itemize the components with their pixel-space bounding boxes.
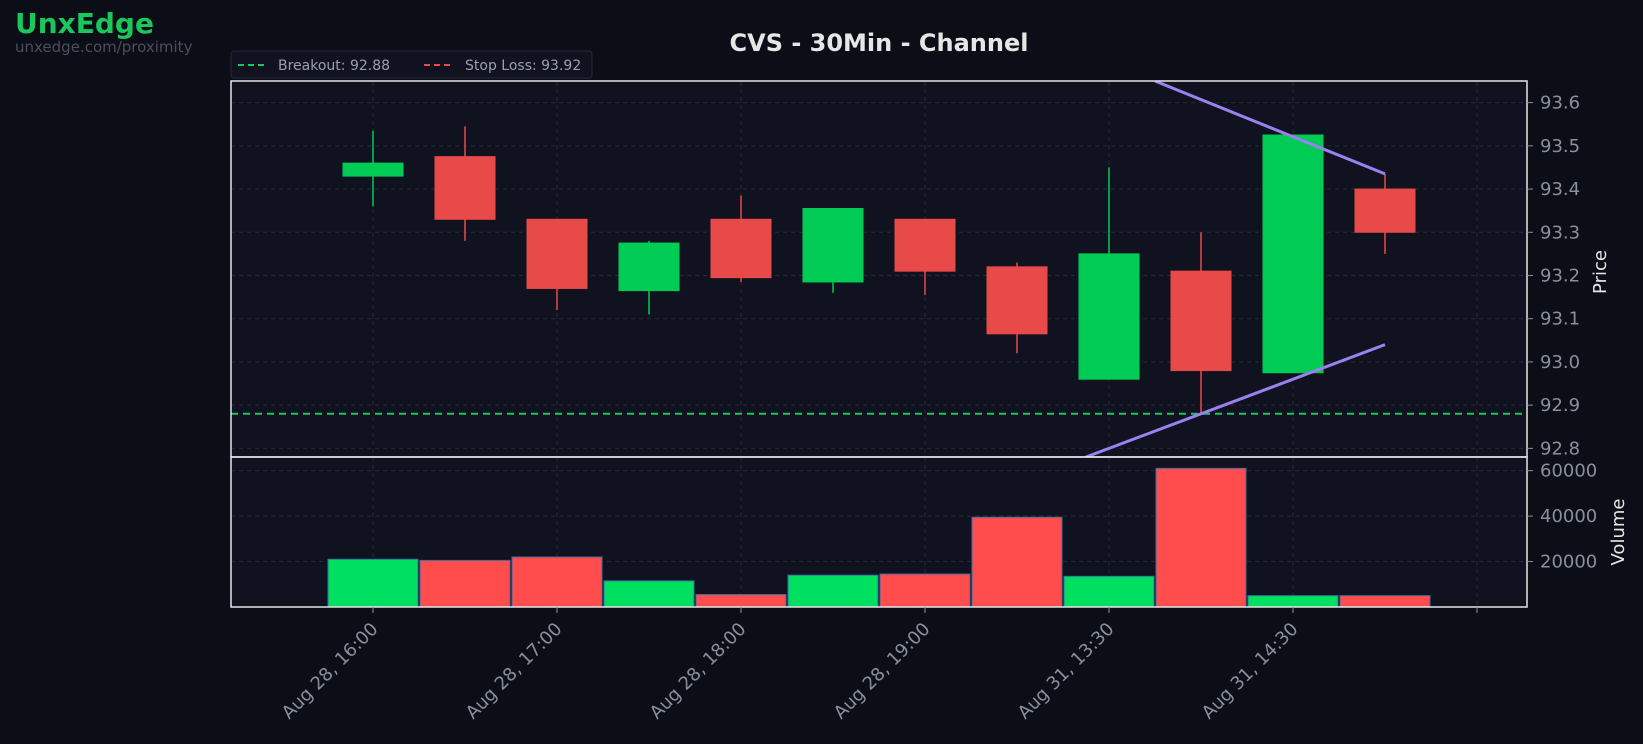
candles [342, 126, 1416, 414]
price-tick-label: 92.9 [1540, 395, 1580, 416]
candle-body [986, 266, 1048, 335]
legend-box [230, 50, 593, 79]
candle-body [802, 207, 864, 283]
price-tick-label: 93.4 [1540, 179, 1580, 200]
candle-body [1170, 270, 1232, 372]
legend-breakout-label: Breakout: 92.88 [278, 58, 390, 74]
volume-bar [1155, 467, 1247, 608]
time-tick-label: Aug 28, 19:00 [830, 619, 935, 724]
price-tick-label: 93.5 [1540, 136, 1580, 157]
price-tick-label: 93.2 [1540, 265, 1580, 286]
volume-bar [1247, 595, 1339, 608]
volume-bar [511, 556, 603, 608]
time-tick-label: Aug 31, 13:30 [1014, 619, 1119, 724]
price-tick-label: 93.3 [1540, 222, 1580, 243]
price-tick-label: 93.6 [1540, 93, 1580, 114]
brand-logo: UnxEdge [15, 7, 154, 40]
candle-body [526, 218, 588, 289]
candle-body [434, 156, 496, 220]
price-tick-label: 93.0 [1540, 352, 1580, 373]
volume-panel-border [230, 456, 1528, 608]
candle-body [342, 162, 404, 177]
volume-axis-label: Volume [1608, 499, 1629, 566]
candle-body [1354, 188, 1416, 233]
price-tick-label: 93.1 [1540, 309, 1580, 330]
volume-bar [787, 574, 879, 608]
time-tick-label: Aug 31, 14:30 [1198, 619, 1303, 724]
volume-tick-label: 20000 [1540, 552, 1597, 573]
candle-body [710, 218, 772, 279]
volume-bar [1339, 595, 1431, 608]
price-panel [231, 81, 1527, 457]
time-tick-label: Aug 28, 16:00 [278, 619, 383, 724]
brand-url: unxedge.com/proximity [15, 38, 193, 56]
volume-bar [603, 580, 695, 608]
legend-stop-loss-label: Stop Loss: 93.92 [465, 58, 581, 74]
time-axis: Aug 28, 16:00 Aug 28, 17:00 Aug 28, 18:00 A… [278, 607, 1478, 724]
volume-bar [1063, 575, 1155, 608]
channel-upper-line [1154, 81, 1386, 176]
time-tick-label: Aug 28, 17:00 [462, 619, 567, 724]
candle-body [1262, 134, 1324, 374]
volume-bars [327, 467, 1431, 608]
volume-axis: 60000 40000 20000 [1527, 461, 1597, 573]
candle-body [894, 218, 956, 272]
volume-bar [419, 559, 511, 608]
chart-title: CVS - 30Min - Channel [730, 29, 1029, 57]
candle-body [618, 242, 680, 292]
price-tick-label: 92.8 [1540, 438, 1580, 459]
candle-body [1078, 253, 1140, 380]
price-axis-label: Price [1590, 250, 1611, 294]
time-tick-label: Aug 28, 18:00 [646, 619, 751, 724]
channel-lower-line [1085, 343, 1386, 457]
legend: Breakout: 92.88 Stop Loss: 93.92 [230, 50, 593, 79]
volume-tick-label: 60000 [1540, 461, 1597, 482]
volume-bar [327, 558, 419, 608]
volume-bar [971, 516, 1063, 608]
volume-bar [695, 594, 787, 608]
volume-bar [879, 573, 971, 608]
price-plot-area [342, 81, 1416, 457]
price-axis: 93.6 93.5 93.4 93.3 93.2 93.1 93.0 92.9 92.8 [1527, 93, 1580, 459]
volume-tick-label: 40000 [1540, 506, 1597, 527]
